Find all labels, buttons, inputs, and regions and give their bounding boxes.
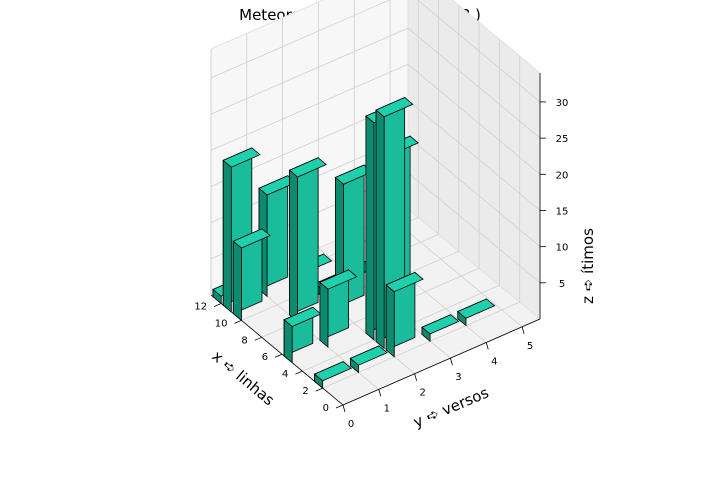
bar [319, 269, 358, 348]
bar-side-face [289, 169, 299, 323]
bar-top-face [334, 164, 373, 185]
bar-top-face [375, 97, 414, 118]
x-tick-label: 2 [302, 386, 308, 397]
y-tick-mark [485, 342, 489, 350]
z-tick-label: 30 [556, 98, 569, 109]
bar-top-face [283, 306, 322, 327]
bar [222, 147, 261, 313]
x-tick-mark [315, 387, 323, 392]
bar [283, 306, 322, 364]
z-tick-label: 20 [556, 170, 569, 181]
y-tick-mark [414, 373, 418, 381]
x-tick-label: 6 [262, 352, 268, 363]
bar [457, 298, 496, 327]
x-tick-label: 4 [282, 369, 288, 380]
x-tick-mark [254, 336, 262, 341]
bar-side-face [222, 159, 232, 313]
y-tick-label: 1 [384, 403, 390, 414]
bar-side-face [319, 281, 329, 348]
y-tick-mark [378, 389, 382, 397]
grid-line-z [210, 0, 541, 103]
y-tick-label: 4 [491, 356, 497, 367]
y-tick-label: 5 [527, 341, 533, 352]
y-tick-label: 0 [348, 419, 354, 430]
bar-side-face [365, 115, 375, 341]
z-tick-label: 5 [559, 279, 565, 290]
bar-top-face [319, 269, 358, 290]
y-tick-label: 3 [455, 372, 461, 383]
bar-top-face [385, 271, 424, 293]
bar [385, 271, 424, 358]
bar-top-face [232, 228, 271, 249]
x-tick-label: 8 [241, 335, 247, 346]
bar-top-face [222, 147, 261, 168]
grid-line-z [210, 63, 541, 175]
z-tick-label: 15 [556, 206, 569, 217]
x-tick-label: 12 [194, 301, 207, 312]
grid-line-x [322, 56, 521, 389]
x-tick-mark [234, 320, 242, 324]
y-axis-line [342, 318, 541, 406]
x-tick-label: 0 [323, 403, 329, 414]
bar-top-face [288, 157, 327, 178]
bar-side-face [232, 240, 242, 322]
y-tick-label: 2 [419, 388, 425, 399]
grid-line-x [302, 39, 500, 372]
bar [313, 360, 353, 389]
y-tick-mark [521, 326, 525, 334]
x-tick-label: 10 [215, 318, 228, 329]
bar-side-face [283, 318, 293, 364]
bar-top-face [421, 314, 460, 335]
bar-top-face [457, 298, 496, 319]
bar [288, 157, 327, 323]
z-tick-label: 25 [556, 134, 569, 145]
bar [232, 228, 271, 322]
bar-top-face [258, 175, 297, 196]
bar-side-face [375, 109, 385, 350]
x-tick-mark [274, 353, 283, 358]
bar-side-face [385, 284, 395, 358]
y-tick-mark [342, 404, 346, 413]
z-axis-label: z ➪ ítimos [579, 228, 597, 304]
z-tick-label: 10 [556, 243, 569, 254]
bar [421, 314, 460, 343]
bar-top-face [313, 361, 353, 382]
bar-top-face [349, 345, 388, 366]
grid-line-z [210, 27, 541, 139]
y-tick-mark [450, 357, 453, 366]
x-tick-mark [335, 404, 344, 409]
x-tick-mark [295, 370, 303, 375]
x-tick-mark [213, 303, 222, 307]
bar [349, 345, 388, 374]
